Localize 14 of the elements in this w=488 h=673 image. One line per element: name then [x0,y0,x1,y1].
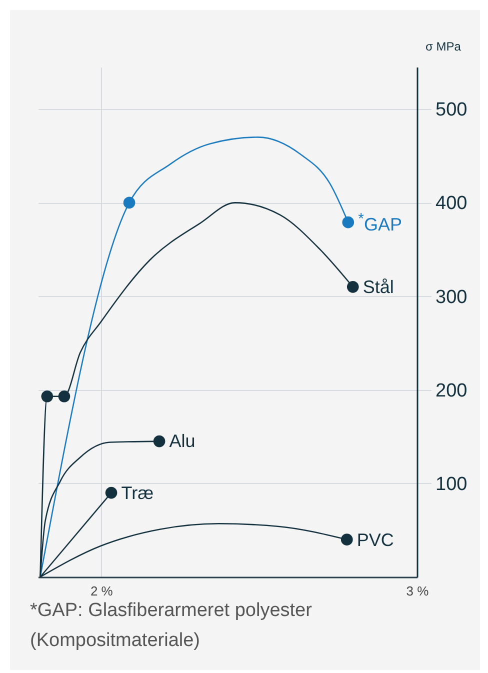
series-label: Stål [362,276,394,297]
y-tick-label: 500 [436,100,468,121]
y-tick-label: 200 [436,380,468,402]
y-tick-label: 400 [436,193,468,214]
series-label: Træ [121,482,154,503]
text: *GAP: Glasfiberarmeret polyester (Kompositmateriale) [30,600,312,651]
x-tick-label: 3 % [406,584,430,598]
series-label: $^{*}$GAP [358,210,402,235]
y-axis-title: σ MPa [426,40,462,54]
series-label: Alu [169,431,196,452]
series-label: PVC [356,530,394,550]
x-tick-label: 2 % [90,584,114,598]
y-tick-label: 100 [436,474,468,495]
y-tick-label: 300 [436,286,468,308]
